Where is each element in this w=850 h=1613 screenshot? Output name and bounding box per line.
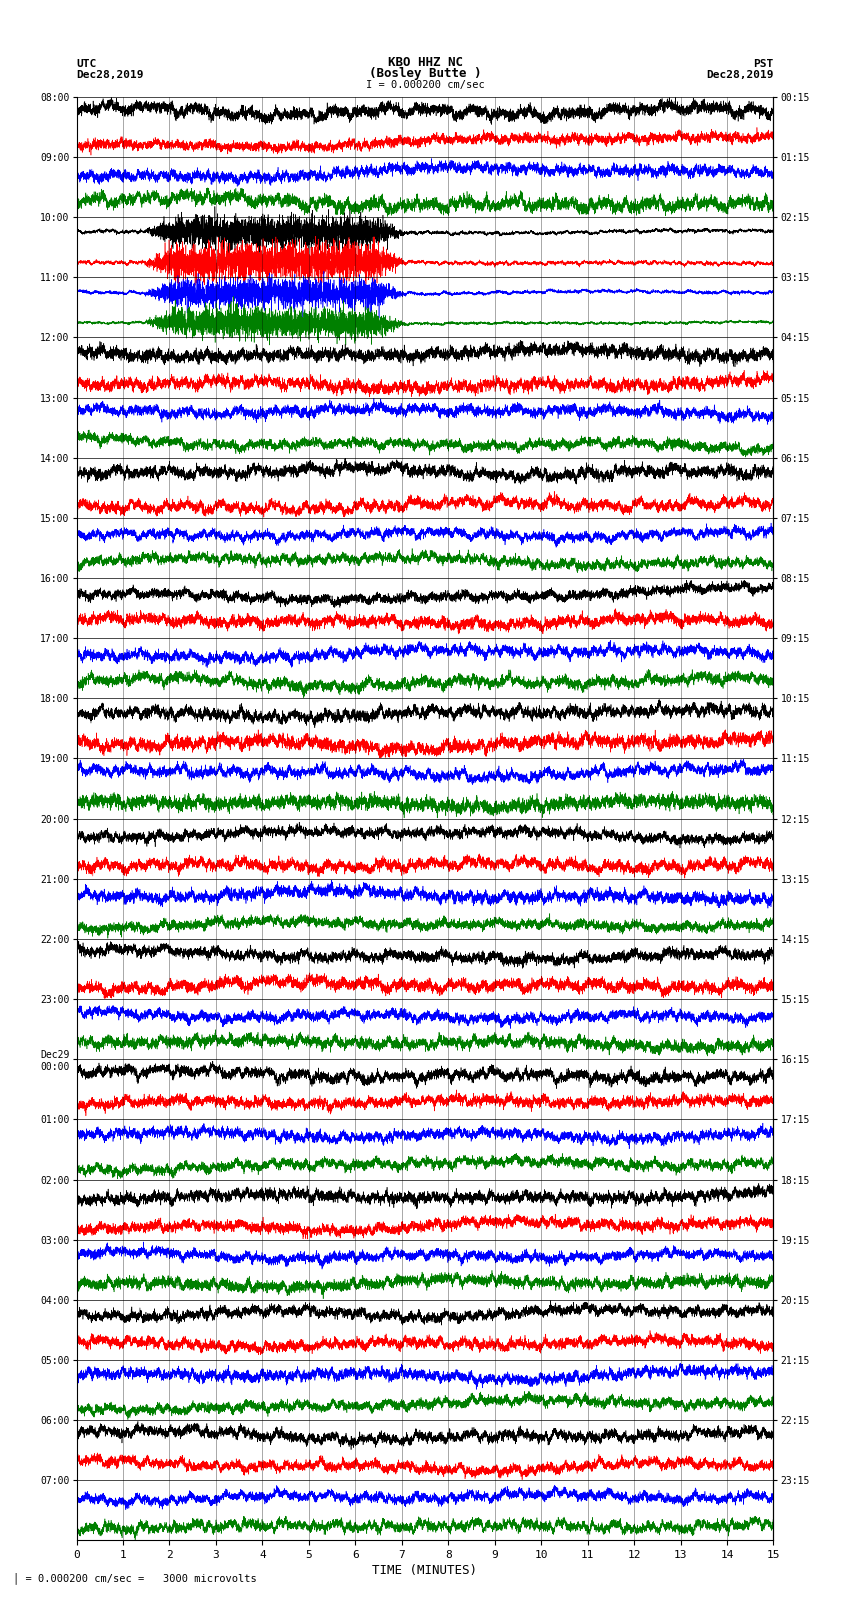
- Text: UTC: UTC: [76, 58, 97, 69]
- X-axis label: TIME (MINUTES): TIME (MINUTES): [372, 1565, 478, 1578]
- Text: KBO HHZ NC: KBO HHZ NC: [388, 55, 462, 69]
- Text: Dec28,2019: Dec28,2019: [706, 69, 774, 79]
- Text: │ = 0.000200 cm/sec =   3000 microvolts: │ = 0.000200 cm/sec = 3000 microvolts: [13, 1573, 257, 1584]
- Text: (Bosley Butte ): (Bosley Butte ): [369, 66, 481, 79]
- Text: PST: PST: [753, 58, 774, 69]
- Text: I = 0.000200 cm/sec: I = 0.000200 cm/sec: [366, 81, 484, 90]
- Text: Dec28,2019: Dec28,2019: [76, 69, 144, 79]
